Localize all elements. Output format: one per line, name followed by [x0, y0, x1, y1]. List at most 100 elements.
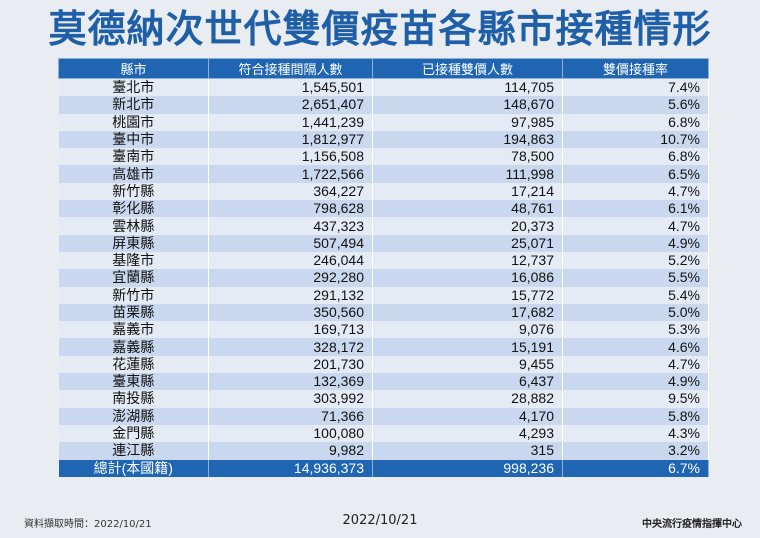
- table-row: 嘉義縣 328,172 15,191 4.6%: [58, 338, 709, 356]
- rate-cell: 6.5%: [562, 165, 709, 183]
- vaccinated-cell: 17,682: [372, 303, 563, 322]
- rate-cell: 5.5%: [562, 269, 709, 287]
- rate-cell: 5.6%: [562, 96, 709, 114]
- eligible-cell: 364,227: [208, 182, 373, 201]
- table-row: 屏東縣 507,494 25,071 4.9%: [58, 234, 709, 252]
- county-cell: 南投縣: [58, 390, 209, 408]
- table-row: 彰化縣 798,628 48,761 6.1%: [58, 200, 709, 218]
- rate-cell: 4.3%: [562, 424, 709, 443]
- table-row: 臺東縣 132,369 6,437 4.9%: [58, 373, 709, 391]
- county-cell: 臺中市: [58, 130, 209, 149]
- rate-cell: 6.8%: [562, 113, 709, 131]
- eligible-cell: 437,323: [208, 217, 373, 235]
- table-row: 雲林縣 437,323 20,373 4.7%: [58, 217, 709, 235]
- vaccinated-cell: 15,772: [372, 286, 563, 304]
- rate-cell: 3.2%: [562, 442, 709, 460]
- county-cell: 苗栗縣: [58, 303, 209, 322]
- table-row: 臺中市 1,812,977 194,863 10.7%: [58, 130, 709, 149]
- agency-label: 中央流行疫情指揮中心: [642, 519, 742, 530]
- eligible-cell: 1,545,501: [208, 78, 373, 97]
- footer-date: 2022/10/21: [342, 513, 418, 528]
- county-cell: 連江縣: [58, 442, 209, 460]
- county-cell: 新竹市: [58, 286, 209, 304]
- vaccinated-cell: 48,761: [372, 200, 563, 218]
- eligible-cell: 798,628: [208, 200, 373, 218]
- rate-cell: 5.0%: [562, 303, 709, 322]
- table-header-row: 縣市 符合接種間隔人數 已接種雙價人數 雙價接種率: [58, 58, 709, 79]
- county-cell: 桃園市: [58, 113, 209, 131]
- rate-cell: 5.8%: [562, 407, 709, 425]
- vaccinated-cell: 9,455: [372, 355, 563, 374]
- rate-cell: 10.7%: [562, 130, 709, 149]
- eligible-cell: 9,982: [208, 442, 373, 460]
- table-row: 嘉義市 169,713 9,076 5.3%: [58, 321, 709, 339]
- header-eligible: 符合接種間隔人數: [208, 58, 373, 79]
- rate-cell: 9.5%: [562, 390, 709, 408]
- table-row: 臺南市 1,156,508 78,500 6.8%: [58, 148, 709, 166]
- county-cell: 彰化縣: [58, 200, 209, 218]
- vaccinated-cell: 4,170: [372, 407, 563, 425]
- county-cell: 臺南市: [58, 148, 209, 166]
- vaccination-table: 縣市 符合接種間隔人數 已接種雙價人數 雙價接種率 臺北市 1,545,501 11…: [58, 58, 709, 477]
- rate-cell: 6.1%: [562, 200, 709, 218]
- county-cell: 新北市: [58, 96, 209, 114]
- vaccinated-cell: 78,500: [372, 148, 563, 166]
- eligible-cell: 246,044: [208, 251, 373, 270]
- vaccinated-cell: 194,863: [372, 130, 563, 149]
- rate-cell: 4.6%: [562, 338, 709, 356]
- eligible-cell: 169,713: [208, 321, 373, 339]
- county-cell: 高雄市: [58, 165, 209, 183]
- table-row: 金門縣 100,080 4,293 4.3%: [58, 424, 709, 443]
- total-row: 總計(本國籍) 14,936,373 998,236 6.7%: [58, 459, 709, 477]
- county-cell: 嘉義縣: [58, 338, 209, 356]
- eligible-cell: 350,560: [208, 303, 373, 322]
- rate-cell: 4.9%: [562, 373, 709, 391]
- vaccinated-cell: 17,214: [372, 182, 563, 201]
- vaccinated-cell: 315: [372, 442, 563, 460]
- vaccinated-cell: 16,086: [372, 269, 563, 287]
- header-vaccinated: 已接種雙價人數: [372, 58, 563, 79]
- rate-cell: 4.7%: [562, 182, 709, 201]
- table-row: 臺北市 1,545,501 114,705 7.4%: [58, 78, 709, 97]
- vaccinated-cell: 114,705: [372, 78, 563, 97]
- eligible-cell: 1,156,508: [208, 148, 373, 166]
- rate-cell: 6.8%: [562, 148, 709, 166]
- rate-cell: 4.7%: [562, 355, 709, 374]
- rate-cell: 5.4%: [562, 286, 709, 304]
- table-row: 桃園市 1,441,239 97,985 6.8%: [58, 113, 709, 131]
- rate-cell: 7.4%: [562, 78, 709, 97]
- eligible-cell: 2,651,407: [208, 96, 373, 114]
- vaccinated-cell: 20,373: [372, 217, 563, 235]
- eligible-cell: 1,441,239: [208, 113, 373, 131]
- county-cell: 臺北市: [58, 78, 209, 97]
- total-rate-cell: 6.7%: [562, 459, 709, 477]
- vaccinated-cell: 12,737: [372, 251, 563, 270]
- eligible-cell: 1,722,566: [208, 165, 373, 183]
- eligible-cell: 292,280: [208, 269, 373, 287]
- county-cell: 臺東縣: [58, 373, 209, 391]
- eligible-cell: 328,172: [208, 338, 373, 356]
- county-cell: 宜蘭縣: [58, 269, 209, 287]
- table-row: 新竹市 291,132 15,772 5.4%: [58, 286, 709, 304]
- vaccinated-cell: 148,670: [372, 96, 563, 114]
- table-row: 基隆市 246,044 12,737 5.2%: [58, 251, 709, 270]
- county-cell: 屏東縣: [58, 234, 209, 252]
- rate-cell: 4.7%: [562, 217, 709, 235]
- table-row: 新北市 2,651,407 148,670 5.6%: [58, 96, 709, 114]
- rate-cell: 5.2%: [562, 251, 709, 270]
- vaccinated-cell: 28,882: [372, 390, 563, 408]
- table-row: 南投縣 303,992 28,882 9.5%: [58, 390, 709, 408]
- county-cell: 雲林縣: [58, 217, 209, 235]
- total-vaccinated-cell: 998,236: [372, 459, 563, 477]
- page-title: 莫德納次世代雙價疫苗各縣市接種情形: [48, 7, 712, 51]
- vaccinated-cell: 25,071: [372, 234, 563, 252]
- vaccinated-cell: 9,076: [372, 321, 563, 339]
- eligible-cell: 100,080: [208, 424, 373, 443]
- total-eligible-cell: 14,936,373: [208, 459, 373, 477]
- rate-cell: 4.9%: [562, 234, 709, 252]
- data-source-note: 資料擷取時間：2022/10/21: [24, 519, 152, 530]
- county-cell: 基隆市: [58, 251, 209, 270]
- vaccinated-cell: 4,293: [372, 424, 563, 443]
- header-county: 縣市: [58, 58, 209, 79]
- header-rate: 雙價接種率: [562, 58, 709, 79]
